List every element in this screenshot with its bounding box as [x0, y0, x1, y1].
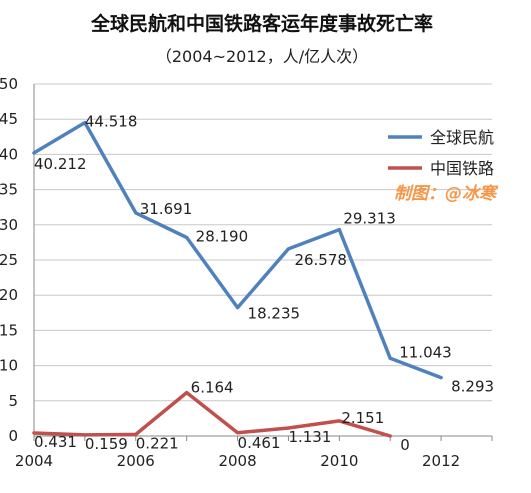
y-tick-label: 0: [8, 427, 18, 445]
data-point-china-railway: [388, 434, 392, 438]
chart-subtitle: （2004~2012，人/亿人次）: [156, 47, 368, 66]
data-label-global-aviation: 26.578: [294, 251, 347, 269]
data-point-global-aviation: [388, 356, 392, 360]
data-label-china-railway: 6.164: [191, 379, 234, 397]
data-label-china-railway: 1.131: [288, 428, 331, 446]
gridlines: [34, 83, 492, 402]
x-axis-tick-labels: 2004 2006 2008 2010 2012: [15, 452, 460, 470]
data-label-global-aviation: 29.313: [343, 210, 396, 228]
x-tick-label: 2012: [422, 452, 460, 470]
y-tick-label: 15: [0, 321, 18, 339]
data-point-global-aviation: [83, 121, 87, 125]
data-label-china-railway: 0: [400, 436, 410, 454]
y-tick-label: 20: [0, 286, 18, 304]
y-tick-label: 45: [0, 110, 18, 128]
data-point-china-railway: [337, 419, 341, 423]
data-label-global-aviation: 18.235: [248, 305, 300, 323]
chart-title: 全球民航和中国铁路客运年度事故死亡率: [90, 12, 433, 35]
data-point-global-aviation: [32, 151, 36, 155]
legend-label-global-aviation: 全球民航: [430, 128, 494, 147]
data-point-global-aviation: [185, 236, 189, 240]
x-tick-label: 2004: [15, 452, 53, 470]
data-label-global-aviation: 11.043: [399, 343, 452, 361]
data-label-china-railway: 2.151: [341, 409, 384, 427]
x-tick-label: 2008: [218, 452, 256, 470]
data-point-china-railway: [236, 431, 240, 435]
axes: [33, 84, 493, 441]
data-label-global-aviation: 8.293: [451, 378, 494, 396]
data-point-global-aviation: [337, 228, 341, 232]
y-tick-label: 25: [0, 251, 18, 269]
data-label-global-aviation: 31.691: [140, 200, 193, 218]
y-tick-label: 30: [0, 216, 18, 234]
data-point-global-aviation: [439, 376, 443, 380]
y-tick-label: 50: [0, 75, 18, 93]
series-line-global-aviation: [32, 120, 443, 380]
series-lines: [32, 120, 443, 438]
data-label-china-railway: 0.431: [34, 433, 77, 451]
data-point-china-railway: [286, 426, 290, 430]
y-tick-label: 40: [0, 145, 18, 163]
data-point-global-aviation: [236, 306, 240, 310]
legend: 全球民航 中国铁路: [388, 128, 494, 178]
data-label-china-railway: 0.461: [238, 434, 281, 452]
data-label-global-aviation: 40.212: [34, 155, 87, 173]
legend-label-china-railway: 中国铁路: [430, 159, 494, 178]
data-label-china-railway: 0.221: [136, 434, 179, 452]
y-tick-label: 10: [0, 357, 18, 375]
data-point-global-aviation: [134, 211, 138, 215]
y-tick-label: 5: [8, 392, 18, 410]
x-tick-label: 2006: [117, 452, 155, 470]
series-line-china-railway: [32, 390, 392, 438]
data-point-china-railway: [185, 391, 189, 395]
y-tick-label: 35: [0, 181, 18, 199]
data-point-china-railway: [83, 433, 87, 437]
data-label-global-aviation: 44.518: [85, 113, 138, 131]
author-annotation: 制图：@冰寒: [394, 184, 499, 204]
data-label-china-railway: 0.159: [85, 435, 128, 453]
data-point-global-aviation: [286, 247, 290, 251]
data-point-china-railway: [134, 432, 138, 436]
data-point-china-railway: [32, 431, 36, 435]
data-label-global-aviation: 28.190: [196, 228, 249, 246]
y-axis-tick-labels: 0 5 10 15 20 25 30 35 40 45 50: [0, 75, 18, 445]
x-tick-label: 2010: [320, 452, 358, 470]
